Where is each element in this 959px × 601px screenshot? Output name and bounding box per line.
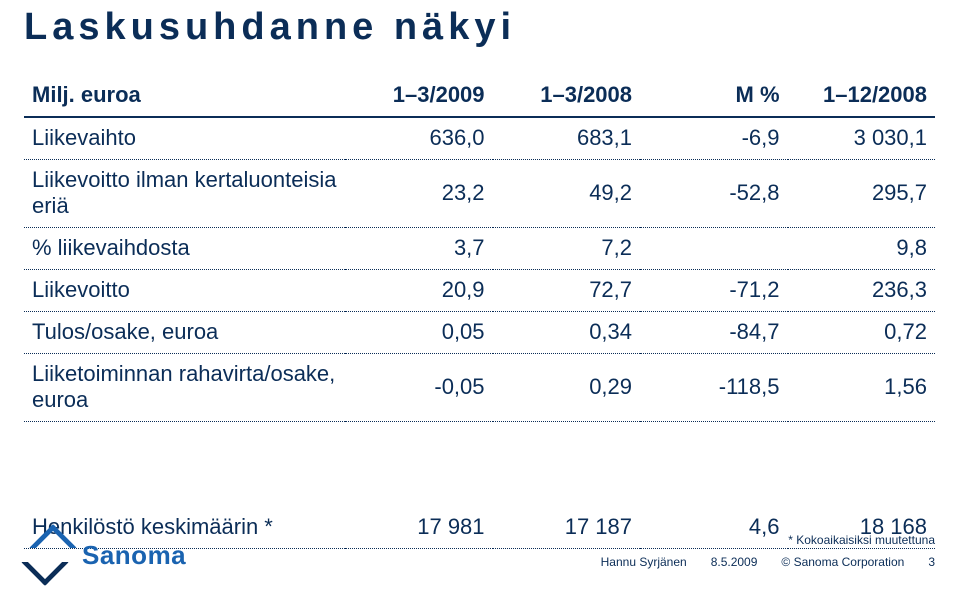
- slide: Laskusuhdanne näkyi Milj. euroa 1–3/2009…: [0, 0, 959, 601]
- cell: 636,0: [345, 117, 492, 160]
- financial-table: Milj. euroa 1–3/2009 1–3/2008 M % 1–12/2…: [24, 75, 935, 549]
- table-row: Liikevoitto20,972,7-71,2236,3: [24, 270, 935, 312]
- cell: [640, 228, 787, 270]
- cell: 49,2: [493, 160, 640, 228]
- cell: 236,3: [788, 270, 936, 312]
- logo-text: Sanoma: [82, 540, 186, 571]
- cell: 23,2: [345, 160, 492, 228]
- cell: -52,8: [640, 160, 787, 228]
- row-label: Liikevaihto: [24, 117, 345, 160]
- th-c2: 1–3/2008: [493, 75, 640, 117]
- row-label: % liikevaihdosta: [24, 228, 345, 270]
- row-label: Tulos/osake, euroa: [24, 312, 345, 354]
- cell: 3 030,1: [788, 117, 936, 160]
- cell: 7,2: [493, 228, 640, 270]
- cell: 20,9: [345, 270, 492, 312]
- cell: -84,7: [640, 312, 787, 354]
- row-label: Liiketoiminnan rahavirta/osake, euroa: [24, 354, 345, 422]
- table-row: Liikevaihto636,0683,1-6,93 030,1: [24, 117, 935, 160]
- th-c1: 1–3/2009: [345, 75, 492, 117]
- page-title: Laskusuhdanne näkyi: [24, 6, 516, 49]
- spacer-row: [24, 422, 935, 508]
- logo-icon: [24, 531, 72, 579]
- table-row: Tulos/osake, euroa0,050,34-84,70,72: [24, 312, 935, 354]
- cell: -118,5: [640, 354, 787, 422]
- data-table-area: Milj. euroa 1–3/2009 1–3/2008 M % 1–12/2…: [24, 75, 935, 549]
- cell: 9,8: [788, 228, 936, 270]
- cell: -6,9: [640, 117, 787, 160]
- cell: -71,2: [640, 270, 787, 312]
- th-c4: 1–12/2008: [788, 75, 936, 117]
- table-row: Liikevoitto ilman kertaluonteisia eriä23…: [24, 160, 935, 228]
- footer: * Kokoaikaisiksi muutettuna Hannu Syrjän…: [601, 531, 935, 571]
- row-label: Liikevoitto: [24, 270, 345, 312]
- cell: 0,05: [345, 312, 492, 354]
- footnote: * Kokoaikaisiksi muutettuna: [601, 531, 935, 549]
- table-header-row: Milj. euroa 1–3/2009 1–3/2008 M % 1–12/2…: [24, 75, 935, 117]
- cell: 17 981: [345, 507, 492, 549]
- cell: 0,34: [493, 312, 640, 354]
- logo: Sanoma: [24, 531, 186, 579]
- cell: 295,7: [788, 160, 936, 228]
- cell: 0,29: [493, 354, 640, 422]
- th-c3: M %: [640, 75, 787, 117]
- cell: 1,56: [788, 354, 936, 422]
- row-label: Liikevoitto ilman kertaluonteisia eriä: [24, 160, 345, 228]
- footer-author: Hannu Syrjänen: [601, 553, 687, 571]
- th-label: Milj. euroa: [24, 75, 345, 117]
- footer-page: 3: [928, 553, 935, 571]
- footer-copyright: © Sanoma Corporation: [781, 553, 904, 571]
- table-row: % liikevaihdosta3,77,2 9,8: [24, 228, 935, 270]
- cell: 3,7: [345, 228, 492, 270]
- cell: 683,1: [493, 117, 640, 160]
- footer-date: 8.5.2009: [711, 553, 758, 571]
- cell: -0,05: [345, 354, 492, 422]
- cell: 0,72: [788, 312, 936, 354]
- table-row: Liiketoiminnan rahavirta/osake, euroa-0,…: [24, 354, 935, 422]
- cell: 72,7: [493, 270, 640, 312]
